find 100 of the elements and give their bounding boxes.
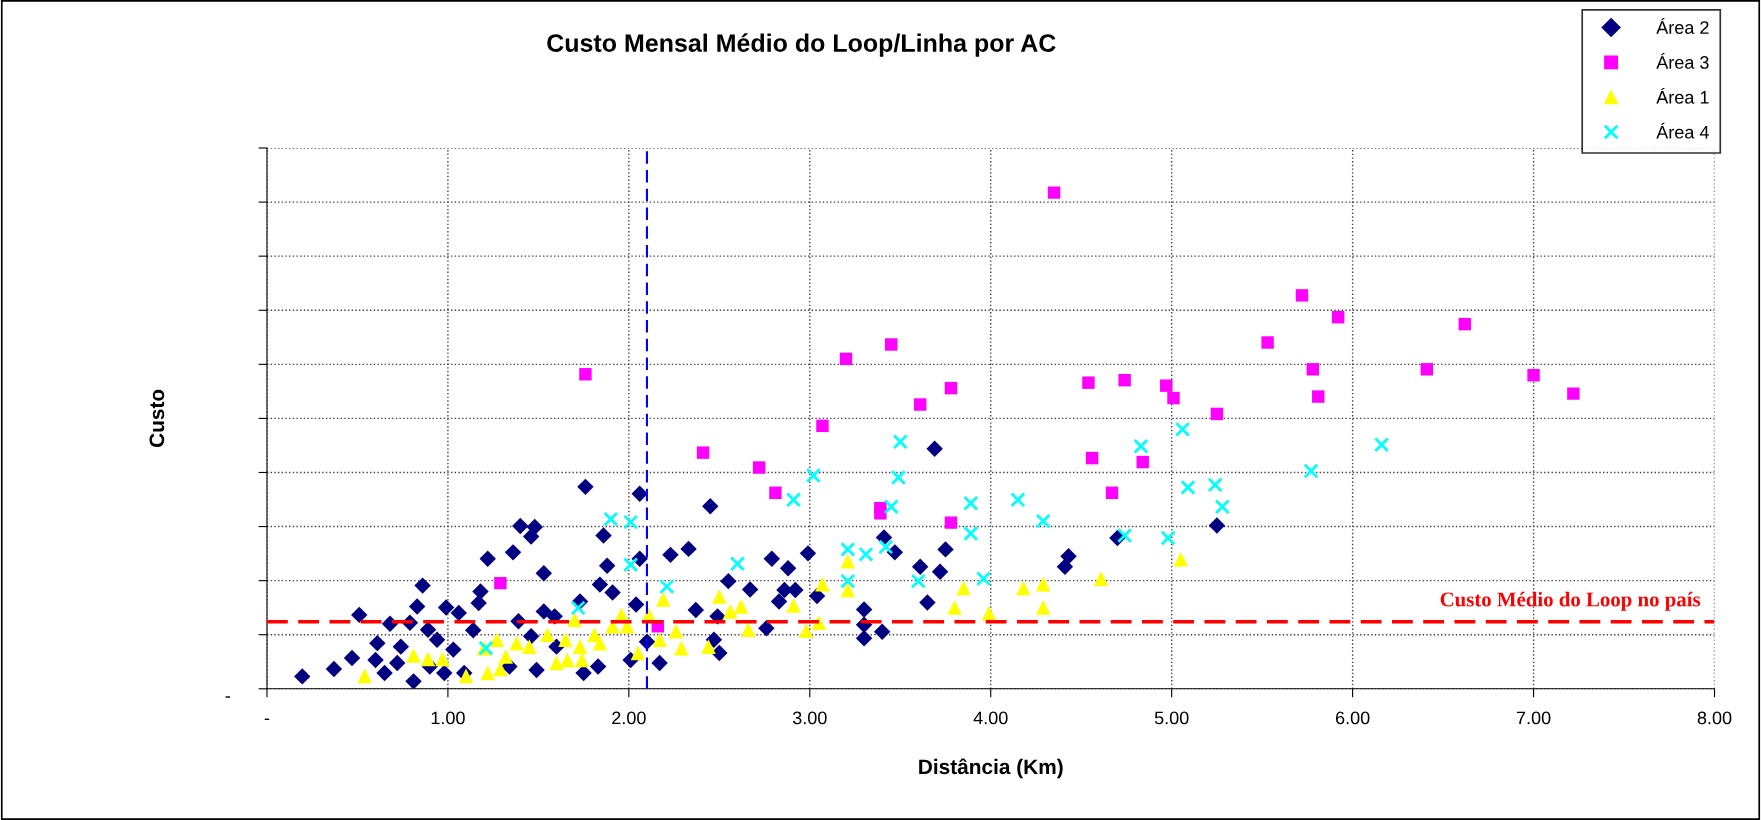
point [1567, 387, 1580, 400]
point [815, 576, 830, 592]
point [549, 655, 564, 671]
point [913, 398, 927, 411]
point [1331, 310, 1345, 324]
point [956, 580, 971, 596]
point [885, 338, 898, 351]
point [1180, 479, 1196, 495]
legend-label: Área 4 [1656, 122, 1709, 139]
point [1527, 369, 1540, 382]
point [1214, 499, 1230, 515]
point [572, 639, 588, 654]
point [570, 600, 586, 616]
y-axis-title: Custo [149, 389, 165, 448]
point [1210, 407, 1224, 421]
point [1295, 289, 1309, 302]
point [805, 467, 822, 484]
point [574, 652, 590, 668]
point [1082, 376, 1095, 389]
point [975, 571, 992, 587]
point [603, 511, 619, 527]
x-tick-label: 6.00 [1335, 711, 1370, 725]
point [592, 635, 608, 651]
point [740, 622, 756, 638]
point [722, 604, 738, 619]
point [947, 600, 962, 615]
point [655, 592, 671, 607]
point [798, 623, 814, 639]
ref-line-label: Custo Médio do Loop no país [1440, 591, 1701, 611]
point [579, 368, 592, 381]
point [489, 632, 505, 647]
point [840, 573, 856, 589]
point [1420, 363, 1434, 376]
point [840, 582, 856, 598]
point [668, 623, 684, 639]
point [712, 589, 727, 604]
point [509, 635, 524, 651]
chart-title: Custo Mensal Médio do Loop/Linha por AC [547, 33, 1056, 57]
point [435, 651, 450, 667]
x-tick-label: - [264, 718, 270, 721]
point [752, 461, 766, 474]
point [1173, 552, 1189, 567]
point [733, 599, 749, 614]
point [1312, 390, 1325, 403]
point [420, 651, 436, 667]
point [1174, 421, 1191, 437]
point [1117, 527, 1133, 544]
point [944, 516, 958, 529]
point [1160, 530, 1176, 546]
x-tick-label: 4.00 [973, 711, 1008, 725]
point [890, 469, 907, 486]
point [981, 606, 997, 621]
point [769, 486, 782, 500]
point [493, 661, 508, 677]
x-axis-title: Distância (Km) [919, 758, 1063, 779]
point [701, 639, 716, 654]
point [1303, 463, 1319, 479]
point [785, 492, 802, 508]
point [494, 576, 507, 590]
point [1167, 391, 1180, 405]
point [498, 649, 514, 664]
point [874, 506, 887, 520]
point [878, 539, 894, 555]
point [1010, 492, 1026, 508]
legend-label: Área 1 [1656, 87, 1709, 104]
x-tick-label: 8.00 [1697, 711, 1732, 725]
point [963, 495, 979, 511]
point [786, 598, 801, 613]
point [605, 619, 620, 634]
point [892, 434, 908, 450]
point [1160, 379, 1173, 392]
point [1093, 571, 1109, 586]
point [858, 546, 874, 562]
point [963, 525, 979, 542]
point [944, 381, 958, 395]
point [1035, 600, 1051, 615]
point [1133, 438, 1149, 454]
point [458, 668, 474, 684]
point [1207, 477, 1223, 493]
point [406, 648, 421, 663]
point [1306, 363, 1320, 376]
point [567, 612, 582, 628]
point [729, 556, 746, 572]
legend-label: Área 3 [1656, 52, 1709, 69]
x-tick-label: 1.00 [431, 711, 465, 725]
point [1085, 451, 1099, 465]
point [1261, 336, 1274, 349]
point [357, 668, 372, 684]
point [623, 557, 639, 573]
x-tick-label: 7.00 [1516, 711, 1551, 725]
point [540, 627, 555, 642]
point [1136, 455, 1149, 469]
point [910, 573, 926, 589]
point [1373, 437, 1390, 453]
point [839, 352, 853, 366]
point [1047, 186, 1061, 199]
point [630, 645, 646, 661]
point [1105, 486, 1119, 500]
point [883, 499, 899, 515]
point [623, 514, 639, 530]
